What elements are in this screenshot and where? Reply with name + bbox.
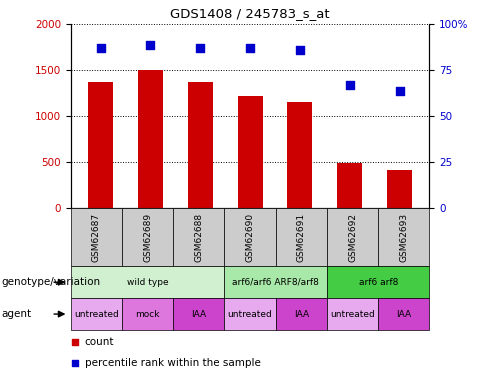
Point — [97, 45, 104, 51]
Bar — [327, 208, 378, 266]
Title: GDS1408 / 245783_s_at: GDS1408 / 245783_s_at — [170, 8, 330, 20]
Bar — [224, 298, 276, 330]
Text: IAA: IAA — [191, 310, 206, 319]
Bar — [71, 208, 122, 266]
Point — [71, 360, 79, 366]
Bar — [88, 82, 113, 208]
Bar — [122, 208, 173, 266]
Point — [396, 87, 404, 93]
Bar — [276, 298, 327, 330]
Text: mock: mock — [135, 310, 160, 319]
Bar — [224, 208, 276, 266]
Bar — [387, 170, 412, 208]
Text: agent: agent — [1, 309, 31, 319]
Text: arf6/arf6 ARF8/arf8: arf6/arf6 ARF8/arf8 — [232, 278, 319, 286]
Text: GSM62693: GSM62693 — [399, 213, 408, 262]
Text: percentile rank within the sample: percentile rank within the sample — [84, 358, 261, 368]
Bar — [138, 70, 163, 208]
Point — [296, 47, 304, 53]
Bar — [188, 82, 213, 208]
Bar — [224, 266, 327, 298]
Text: IAA: IAA — [294, 310, 309, 319]
Text: GSM62692: GSM62692 — [348, 213, 357, 262]
Bar — [378, 208, 429, 266]
Bar — [378, 298, 429, 330]
Point — [146, 42, 154, 48]
Text: IAA: IAA — [396, 310, 411, 319]
Bar — [173, 208, 224, 266]
Text: arf6 arf8: arf6 arf8 — [359, 278, 398, 286]
Bar — [337, 163, 362, 208]
Text: count: count — [84, 337, 114, 347]
Text: GSM62691: GSM62691 — [297, 213, 306, 262]
Bar — [122, 298, 173, 330]
Bar — [276, 208, 327, 266]
Text: untreated: untreated — [228, 310, 272, 319]
Text: genotype/variation: genotype/variation — [1, 277, 100, 287]
Text: GSM62689: GSM62689 — [143, 213, 152, 262]
Point — [71, 339, 79, 345]
Point — [246, 45, 254, 51]
Text: GSM62688: GSM62688 — [194, 213, 203, 262]
Bar — [238, 96, 263, 208]
Bar — [173, 298, 224, 330]
Point — [346, 82, 354, 88]
Text: untreated: untreated — [330, 310, 375, 319]
Text: untreated: untreated — [74, 310, 119, 319]
Bar — [71, 266, 224, 298]
Text: GSM62687: GSM62687 — [92, 213, 101, 262]
Text: wild type: wild type — [127, 278, 168, 286]
Bar — [287, 102, 312, 208]
Bar — [71, 298, 122, 330]
Point — [196, 45, 204, 51]
Text: GSM62690: GSM62690 — [245, 213, 255, 262]
Bar — [327, 298, 378, 330]
Bar — [327, 266, 429, 298]
